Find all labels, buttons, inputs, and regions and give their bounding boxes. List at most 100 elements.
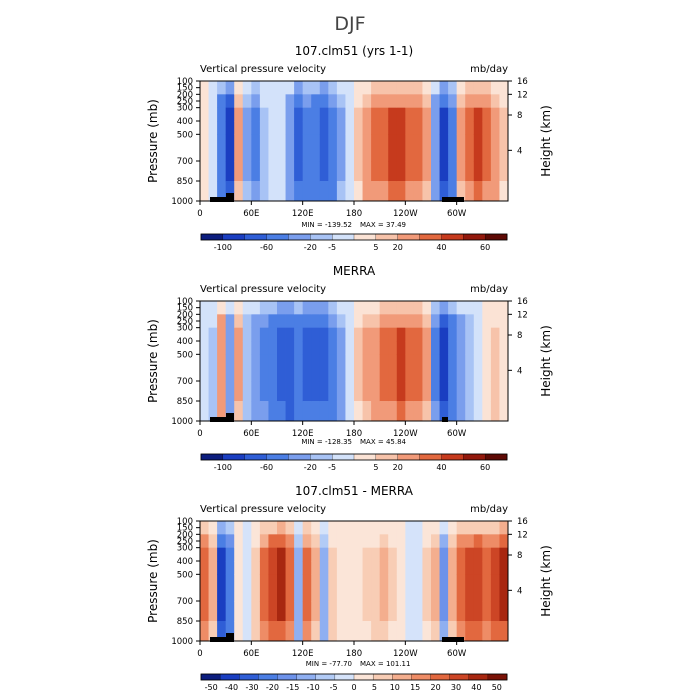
heatmap-cell xyxy=(285,161,295,182)
heatmap-cell xyxy=(234,354,244,382)
heatmap-cell xyxy=(302,134,312,162)
heatmap-cell xyxy=(422,81,432,89)
heatmap-cell xyxy=(405,601,415,622)
heatmap-cell xyxy=(388,134,398,162)
heatmap-cell xyxy=(456,381,466,402)
heatmap-cell xyxy=(422,527,432,535)
colorbar-label: 0 xyxy=(351,683,356,692)
heatmap-cell xyxy=(328,574,338,602)
heatmap-cell xyxy=(285,314,295,329)
colorbar-swatch xyxy=(441,453,464,461)
heatmap-cell xyxy=(345,547,355,562)
heatmap-cell xyxy=(268,314,278,329)
heatmap-cell xyxy=(388,527,398,535)
heatmap-cell xyxy=(465,521,475,529)
y2-tick-label: 4 xyxy=(517,366,522,376)
heatmap-cell xyxy=(388,574,398,602)
heatmap-cell xyxy=(294,521,304,529)
y-tick-label: 400 xyxy=(177,337,193,347)
heatmap-cell xyxy=(405,314,415,329)
heatmap-cell xyxy=(473,354,483,382)
heatmap-cell xyxy=(405,87,415,95)
variable-label: Vertical pressure velocity xyxy=(200,504,326,515)
heatmap-cell xyxy=(405,574,415,602)
heatmap-cell xyxy=(268,521,278,529)
heatmap-cell xyxy=(217,94,227,109)
heatmap-cell xyxy=(473,94,483,109)
heatmap-cell xyxy=(482,107,492,122)
heatmap-cell xyxy=(285,401,295,422)
heatmap-cell xyxy=(354,574,363,602)
heatmap-cell xyxy=(242,87,252,95)
variable-label: Vertical pressure velocity xyxy=(200,64,326,75)
heatmap-cell xyxy=(208,121,218,135)
heatmap-cell xyxy=(225,87,235,95)
heatmap-cell xyxy=(499,327,509,342)
heatmap-cell xyxy=(234,621,244,642)
y2-ticks: 16 12 8 4 xyxy=(508,297,528,376)
x-tick-label: 60W xyxy=(447,429,467,439)
panel-2: MERRA Vertical pressure velocity mb/day … xyxy=(146,264,553,472)
colorbar-swatch xyxy=(200,453,224,461)
heatmap-cell xyxy=(242,327,252,342)
colorbar-swatch xyxy=(222,453,246,461)
heatmap-cell xyxy=(439,527,449,535)
heatmap-cell xyxy=(371,521,381,529)
heatmap-cell xyxy=(277,527,286,535)
heatmap-cell xyxy=(225,561,235,575)
heatmap-cell xyxy=(431,547,440,562)
heatmap-cell xyxy=(362,314,372,329)
heatmap-cell xyxy=(319,307,329,315)
heatmap-cell xyxy=(499,81,509,89)
heatmap-cell xyxy=(482,521,492,529)
heatmap-cell xyxy=(490,181,500,202)
colorbar-swatch xyxy=(441,233,464,241)
heatmap-cell xyxy=(302,527,312,535)
heatmap-cell xyxy=(242,534,252,549)
y-tick-label: 1000 xyxy=(171,637,193,647)
heatmap-cell xyxy=(499,401,509,422)
heatmap-cell xyxy=(473,601,483,622)
topography xyxy=(210,413,448,422)
min-label: MIN = -128.35 xyxy=(301,438,352,446)
heatmap-cell xyxy=(242,301,252,309)
colorbar-label: -100 xyxy=(214,463,232,472)
heatmap-cell xyxy=(285,574,295,602)
colorbar-swatch xyxy=(266,233,289,241)
heatmap-cell xyxy=(482,301,492,309)
heatmap-cell xyxy=(302,94,312,109)
heatmap-cell xyxy=(448,601,458,622)
heatmap-cell xyxy=(225,107,235,122)
x-tick-label: 120W xyxy=(393,649,418,659)
heatmap-cell xyxy=(456,314,466,329)
heatmap-cell xyxy=(268,574,278,602)
heatmap-cell xyxy=(328,527,338,535)
colorbar: -50 -40 -30 -20 -15 -10 -5 0 5 10 15 20 30 40 50 xyxy=(200,673,508,692)
heatmap-cell xyxy=(319,527,329,535)
colorbar-label: 10 xyxy=(390,683,400,692)
heatmap-cell xyxy=(336,547,346,562)
heatmap-cell xyxy=(379,354,389,382)
heatmap-cell xyxy=(217,121,227,135)
heatmap-cell xyxy=(345,527,355,535)
heatmap-cell xyxy=(465,601,475,622)
heatmap-cell xyxy=(439,87,449,95)
heatmap-cell xyxy=(422,301,432,309)
heatmap-cell xyxy=(465,547,475,562)
y2-tick-label: 8 xyxy=(517,331,522,341)
heatmap-cell xyxy=(200,527,209,535)
heatmap-cell xyxy=(413,574,423,602)
panel-title: 107.clm51 - MERRA xyxy=(295,484,414,498)
colorbar-label: -100 xyxy=(214,243,232,252)
heatmap-cell xyxy=(354,134,363,162)
heatmap-cell xyxy=(217,301,227,309)
heatmap-cell xyxy=(259,327,269,342)
heatmap-cell xyxy=(499,94,509,109)
y-tick-label: 250 xyxy=(177,537,193,547)
heatmap-cell xyxy=(388,621,398,642)
heatmap-cell xyxy=(242,81,252,89)
colorbar-label: 20 xyxy=(393,463,403,472)
heatmap-cell xyxy=(268,341,278,355)
page-title: DJF xyxy=(334,13,365,35)
